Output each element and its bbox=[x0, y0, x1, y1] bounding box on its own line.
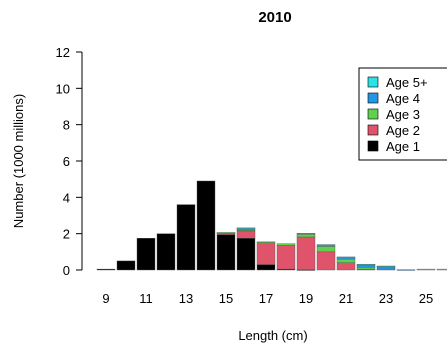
legend-swatch-age-2 bbox=[367, 124, 379, 136]
legend-label: Age 4 bbox=[386, 91, 420, 106]
x-tick-label: 17 bbox=[259, 291, 273, 306]
bar-segment-age-2-20 bbox=[316, 251, 336, 271]
bar-segment-age-3-21 bbox=[336, 258, 356, 263]
x-axis-label: Length (cm) bbox=[238, 328, 307, 343]
y-tick-label: 12 bbox=[56, 45, 70, 60]
bar-segment-age-2-21 bbox=[336, 262, 356, 271]
legend-label: Age 3 bbox=[386, 107, 420, 122]
bar-segment-age-5--21 bbox=[336, 256, 356, 258]
legend-swatch-age-1 bbox=[367, 140, 379, 152]
legend-swatch-age-3 bbox=[367, 108, 379, 120]
bar-segment-age-1-11 bbox=[136, 238, 156, 271]
bar-segment-age-4-19 bbox=[296, 233, 316, 235]
bar-segment-age-3-20 bbox=[316, 246, 336, 253]
y-tick-label: 2 bbox=[63, 227, 70, 242]
bar-segment-age-1-14 bbox=[196, 180, 216, 271]
y-tick-label: 4 bbox=[63, 190, 70, 205]
bar-segment-age-5--23 bbox=[376, 265, 396, 268]
x-tick-label: 23 bbox=[379, 291, 393, 306]
x-tick-label: 13 bbox=[179, 291, 193, 306]
bar-segment-age-1-12 bbox=[156, 233, 176, 271]
bar-segment-age-4-24 bbox=[396, 269, 416, 271]
x-tick-label: 15 bbox=[219, 291, 233, 306]
x-axis: 9 11 13 15 17 19 21 23 25 bbox=[102, 291, 433, 306]
y-tick-label: 8 bbox=[63, 118, 70, 133]
y-axis-label: Number (1000 millions) bbox=[11, 94, 26, 228]
bar-segment-age-1-17 bbox=[256, 264, 276, 271]
x-tick-label: 21 bbox=[339, 291, 353, 306]
legend-label: Age 1 bbox=[386, 139, 420, 154]
bar-segment-age-2-19 bbox=[296, 236, 316, 270]
bar-segment-age-5--26 bbox=[436, 268, 447, 271]
legend-swatch-age-5- bbox=[367, 76, 379, 88]
legend-swatch-age-4 bbox=[367, 92, 379, 104]
bar-segment-age-1-9 bbox=[96, 268, 116, 271]
legend-label: Age 5+ bbox=[386, 75, 428, 90]
y-tick-label: 6 bbox=[63, 154, 70, 169]
bar-segment-age-1-10 bbox=[116, 260, 136, 271]
bar-segment-age-1-16 bbox=[236, 238, 256, 271]
y-tick-label: 0 bbox=[63, 263, 70, 278]
bar-segment-age-5--25 bbox=[416, 268, 436, 271]
bars-group bbox=[96, 180, 447, 271]
bar-segment-age-3-18 bbox=[276, 243, 296, 246]
x-tick-label: 25 bbox=[419, 291, 433, 306]
x-tick-label: 19 bbox=[299, 291, 313, 306]
chart-title: 2010 bbox=[258, 9, 291, 26]
bar-segment-age-4-20 bbox=[316, 244, 336, 247]
x-tick-label: 11 bbox=[139, 291, 153, 306]
bar-segment-age-5--16 bbox=[236, 227, 256, 229]
bar-segment-age-2-18 bbox=[276, 245, 296, 270]
bar-segment-age-1-15 bbox=[216, 234, 236, 271]
bar-segment-age-3-15 bbox=[216, 232, 236, 234]
legend-label: Age 2 bbox=[386, 123, 420, 138]
bar-segment-age-5--22 bbox=[356, 263, 376, 266]
y-axis: 0 2 4 6 8 10 12 bbox=[56, 45, 83, 278]
x-tick-label: 9 bbox=[102, 291, 109, 306]
bar-segment-age-3-22 bbox=[356, 267, 376, 270]
bar-segment-age-2-16 bbox=[236, 230, 256, 239]
bar-segment-age-1-13 bbox=[176, 204, 196, 271]
bar-segment-age-2-17 bbox=[256, 242, 276, 265]
y-tick-label: 10 bbox=[56, 81, 70, 96]
bar-segment-age-3-17 bbox=[256, 241, 276, 243]
bar-segment-age-3-19 bbox=[296, 234, 316, 238]
